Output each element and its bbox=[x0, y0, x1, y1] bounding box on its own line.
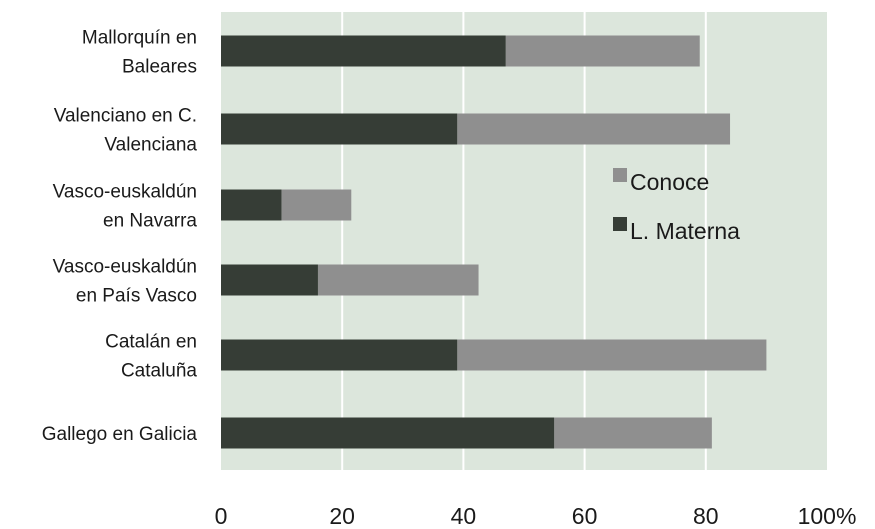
bar-l-materna bbox=[221, 264, 318, 296]
legend-swatch bbox=[613, 217, 627, 231]
bar-conoce bbox=[505, 35, 700, 67]
category-label: en Navarra bbox=[103, 211, 197, 232]
x-tick-label: 0 bbox=[215, 503, 228, 529]
bar-l-materna bbox=[221, 35, 506, 67]
category-label: Vasco-euskaldún bbox=[53, 182, 197, 203]
bar-l-materna bbox=[221, 189, 282, 221]
category-label: Baleares bbox=[122, 57, 197, 78]
legend-label: Conoce bbox=[630, 169, 709, 195]
x-tick-label: 80 bbox=[693, 503, 719, 529]
bar-conoce bbox=[457, 113, 731, 145]
bar-conoce bbox=[554, 417, 712, 449]
legend-swatch bbox=[613, 168, 627, 182]
x-tick-label: 40 bbox=[451, 503, 477, 529]
legend-label: L. Materna bbox=[630, 218, 740, 244]
category-label: Mallorquín en bbox=[82, 28, 197, 49]
x-tick-label: 100% bbox=[798, 503, 857, 529]
category-label: Valenciano en C. bbox=[54, 106, 197, 127]
bars bbox=[221, 35, 767, 449]
bar-conoce bbox=[457, 339, 767, 371]
plot-area bbox=[221, 12, 827, 470]
category-label: Gallego en Galicia bbox=[42, 424, 198, 445]
x-tick-labels: 0 20 40 60 80 100% bbox=[215, 503, 857, 529]
category-label: Cataluña bbox=[121, 361, 197, 382]
bar-conoce bbox=[281, 189, 352, 221]
category-label: Vasco-euskaldún bbox=[53, 257, 197, 278]
category-label: Catalán en bbox=[105, 332, 197, 353]
category-label: Valenciana bbox=[104, 135, 197, 156]
bar-l-materna bbox=[221, 339, 458, 371]
gridlines bbox=[341, 12, 707, 470]
x-tick-label: 60 bbox=[572, 503, 598, 529]
bar-conoce bbox=[317, 264, 479, 296]
category-label: en País Vasco bbox=[76, 286, 197, 307]
bar-l-materna bbox=[221, 113, 458, 145]
category-labels: Mallorquín en Baleares Valenciano en C. Val… bbox=[42, 28, 198, 446]
x-tick-label: 20 bbox=[329, 503, 355, 529]
bar-l-materna bbox=[221, 417, 555, 449]
legend: Conoce L. Materna bbox=[613, 168, 740, 244]
